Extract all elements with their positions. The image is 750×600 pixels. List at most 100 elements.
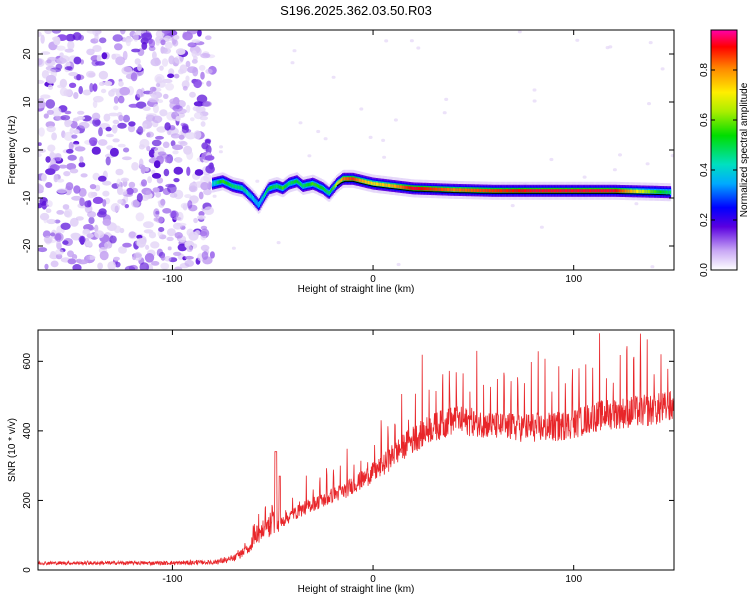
noise-blob: [78, 121, 90, 129]
noise-blob: [38, 142, 42, 146]
ridge-core: [366, 180, 368, 184]
ridge-core: [591, 189, 593, 193]
noise-blob: [184, 255, 194, 260]
noise-blob: [101, 52, 108, 60]
noise-blob: [135, 101, 147, 109]
noise-blob: [66, 148, 74, 154]
ridge-core: [379, 182, 381, 186]
ridge-core: [407, 186, 409, 190]
noise-blob: [193, 217, 199, 224]
noise-blob: [203, 206, 214, 215]
ridge-core: [423, 187, 426, 191]
ridge-core: [467, 188, 469, 192]
noise-blob: [184, 259, 195, 267]
ridge-core: [215, 181, 218, 185]
noise-blob: [173, 166, 184, 175]
noise-blob: [202, 100, 212, 107]
ridge-core: [519, 189, 521, 193]
ridge-core: [661, 190, 663, 194]
noise-blob: [179, 64, 188, 74]
ridge-core: [635, 189, 638, 193]
ridge-core: [470, 188, 473, 192]
ridge-core: [360, 179, 362, 183]
noise-blob: [186, 150, 194, 160]
noise-blob: [156, 126, 167, 133]
noise-speck: [510, 204, 515, 208]
noise-speck: [316, 129, 321, 134]
ridge-core: [546, 189, 549, 193]
noise-blob: [59, 87, 68, 97]
ridge-core: [255, 200, 257, 204]
ridge-core: [337, 181, 339, 185]
noise-blob: [68, 141, 74, 151]
noise-blob: [206, 80, 212, 87]
ridge-core: [296, 179, 298, 183]
ridge-core: [472, 188, 474, 192]
ridge-core: [634, 189, 637, 193]
noise-blob: [186, 166, 191, 176]
noise-blob: [173, 216, 182, 221]
noise-blob: [208, 162, 214, 170]
noise-blob: [105, 133, 114, 138]
ridge-core: [638, 189, 640, 193]
noise-blob: [204, 138, 212, 144]
noise-blob: [155, 191, 162, 198]
ridge-core: [389, 184, 391, 188]
ridge-core: [259, 202, 261, 206]
ridge-core: [216, 180, 219, 184]
ridge-core: [544, 189, 546, 193]
noise-blob: [58, 164, 68, 169]
ridge-core: [354, 177, 356, 181]
ridge-core: [446, 188, 449, 192]
ridge-core: [426, 187, 428, 191]
noise-blob: [65, 33, 76, 42]
ridge-core: [529, 189, 532, 193]
ridge-core: [221, 179, 224, 183]
noise-speck: [416, 46, 421, 50]
ridge-core: [460, 188, 462, 192]
y-tick-label: 600: [22, 353, 33, 370]
snr-plot-area: [38, 330, 674, 570]
ridge-core: [308, 183, 310, 187]
ridge-core: [355, 177, 357, 182]
noise-blob: [51, 107, 62, 117]
noise-blob: [105, 156, 111, 166]
ridge-core: [356, 178, 359, 182]
ridge-core: [496, 189, 498, 193]
noise-blob: [51, 132, 57, 141]
noise-blob: [185, 132, 197, 140]
noise-blob: [120, 30, 126, 35]
noise-blob: [117, 122, 127, 129]
ridge-core: [265, 191, 267, 196]
noise-blob: [185, 75, 190, 82]
ridge-core: [545, 189, 548, 193]
noise-blob: [186, 245, 193, 253]
noise-blob: [102, 190, 110, 197]
ridge-core: [585, 189, 587, 193]
ridge-core: [586, 189, 588, 193]
noise-blob: [46, 218, 57, 225]
noise-blob: [85, 255, 90, 260]
ridge-core: [403, 185, 406, 189]
ridge-core: [387, 183, 390, 187]
ridge-core: [415, 186, 418, 191]
colorbar-tick-label: 0.6: [699, 113, 710, 127]
snr-series-layer: [38, 333, 674, 567]
ridge-core: [479, 188, 481, 193]
ridge-core: [657, 190, 659, 194]
ridge-core: [237, 185, 239, 189]
colorbar-tick-label: 0.8: [699, 63, 710, 77]
ridge-core: [541, 189, 544, 193]
ridge-core: [462, 188, 464, 192]
ridge-core: [637, 189, 639, 193]
ridge-core: [491, 189, 493, 193]
noise-blob: [158, 227, 165, 232]
ridge-core: [332, 186, 334, 190]
noise-blob: [172, 150, 179, 155]
noise-blob: [145, 244, 150, 250]
noise-blob: [144, 167, 150, 172]
noise-blob: [123, 147, 130, 153]
noise-blob: [38, 127, 45, 137]
noise-blob: [113, 96, 119, 104]
noise-blob: [45, 208, 52, 213]
